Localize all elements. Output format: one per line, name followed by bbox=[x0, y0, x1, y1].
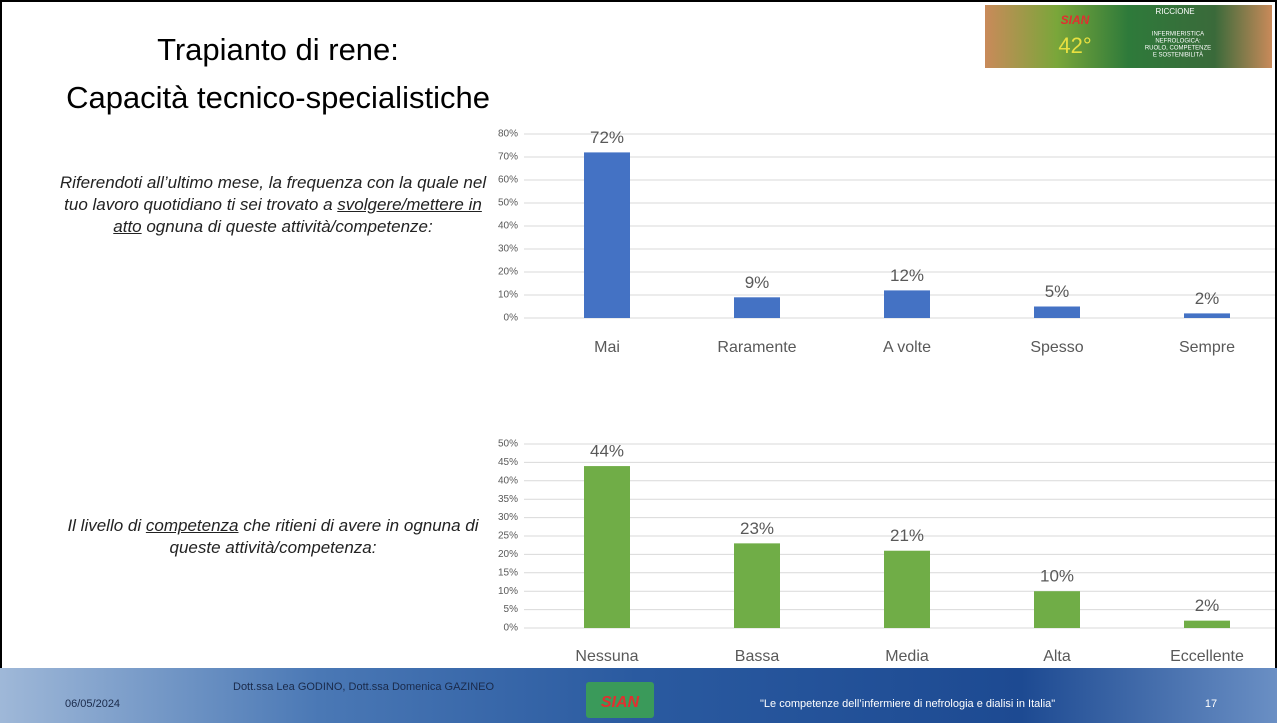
y-tick-label: 15% bbox=[498, 567, 518, 578]
y-tick-label: 45% bbox=[498, 457, 518, 468]
question-text: Riferendoti all’ultimo mese, la frequenz… bbox=[59, 173, 487, 214]
x-tick-label: Nessuna bbox=[575, 648, 638, 665]
question-text: che ritieni di avere in ognuna di queste… bbox=[169, 516, 479, 557]
bar bbox=[1184, 313, 1230, 318]
y-tick-label: 30% bbox=[498, 512, 518, 523]
banner-logo: SIAN bbox=[1061, 13, 1090, 27]
y-tick-label: 20% bbox=[498, 267, 518, 278]
x-tick-label: Raramente bbox=[717, 339, 796, 356]
bar bbox=[734, 297, 780, 318]
bar bbox=[734, 543, 780, 628]
y-tick-label: 35% bbox=[498, 494, 518, 505]
value-label: 5% bbox=[1045, 282, 1070, 301]
y-tick-label: 80% bbox=[498, 129, 518, 140]
question-text: ognuna di queste attività/competenze: bbox=[141, 217, 433, 236]
banner bbox=[985, 5, 1272, 68]
y-tick-label: 30% bbox=[498, 244, 518, 255]
y-tick-label: 0% bbox=[504, 313, 519, 324]
bar bbox=[884, 290, 930, 318]
question-underlined: competenza bbox=[145, 516, 239, 535]
bar bbox=[584, 152, 630, 318]
value-label: 2% bbox=[1195, 289, 1220, 308]
question-2: Il livello di competenza che ritieni di … bbox=[58, 515, 488, 559]
y-tick-label: 10% bbox=[498, 290, 518, 301]
banner-theme: INFERMIERISTICA bbox=[1152, 32, 1204, 38]
x-tick-label: Media bbox=[885, 648, 929, 665]
y-tick-label: 0% bbox=[504, 623, 519, 634]
y-tick-label: 5% bbox=[504, 604, 519, 615]
x-tick-label: Eccellente bbox=[1170, 648, 1244, 665]
x-tick-label: A volte bbox=[883, 339, 931, 356]
bar bbox=[584, 466, 630, 628]
banner-theme: NEFROLOGICA: bbox=[1155, 39, 1201, 45]
banner-place: RICCIONE bbox=[1155, 7, 1194, 16]
bar bbox=[1184, 620, 1230, 628]
question-text: Il livello di bbox=[67, 516, 146, 535]
y-tick-label: 25% bbox=[498, 531, 518, 542]
title-line: Trapianto di rene: bbox=[157, 32, 399, 67]
y-tick-label: 70% bbox=[498, 152, 518, 163]
value-label: 72% bbox=[590, 128, 624, 147]
x-tick-label: Mai bbox=[594, 339, 620, 356]
title-line: Capacità tecnico-specialistiche bbox=[66, 80, 490, 115]
bar bbox=[1034, 306, 1080, 318]
x-tick-label: Alta bbox=[1043, 648, 1071, 665]
footer-logo: SIAN bbox=[601, 694, 640, 711]
y-tick-label: 60% bbox=[498, 175, 518, 186]
footer-page: 17 bbox=[1205, 698, 1217, 710]
footer-tagline: "Le competenze dell’infermiere di nefrol… bbox=[760, 698, 1055, 710]
x-tick-label: Spesso bbox=[1030, 339, 1083, 356]
value-label: 21% bbox=[890, 526, 924, 545]
x-tick-label: Bassa bbox=[735, 648, 780, 665]
y-tick-label: 50% bbox=[498, 439, 518, 450]
footer-date: 06/05/2024 bbox=[65, 698, 120, 710]
y-tick-label: 40% bbox=[498, 221, 518, 232]
banner-theme: RUOLO, COMPETENZE bbox=[1145, 46, 1211, 52]
value-label: 12% bbox=[890, 266, 924, 285]
y-tick-label: 40% bbox=[498, 475, 518, 486]
value-label: 9% bbox=[745, 273, 770, 292]
question-underlined: svolgere/mettere in atto bbox=[113, 195, 482, 236]
value-label: 23% bbox=[740, 519, 774, 538]
value-label: 44% bbox=[590, 442, 624, 461]
y-tick-label: 20% bbox=[498, 549, 518, 560]
y-tick-label: 50% bbox=[498, 198, 518, 209]
footer-authors: Dott.ssa Lea GODINO, Dott.ssa Domenica G… bbox=[233, 681, 494, 693]
x-tick-label: Sempre bbox=[1179, 339, 1235, 356]
banner-edition: 42° bbox=[1058, 33, 1091, 58]
bar bbox=[884, 550, 930, 628]
banner-theme: E SOSTENIBILITÀ bbox=[1153, 52, 1203, 59]
question-1: Riferendoti all’ultimo mese, la frequenz… bbox=[58, 172, 488, 238]
value-label: 2% bbox=[1195, 596, 1220, 615]
footer-logo-box bbox=[586, 682, 654, 718]
bar bbox=[1034, 591, 1080, 628]
y-tick-label: 10% bbox=[498, 586, 518, 597]
value-label: 10% bbox=[1040, 567, 1074, 586]
